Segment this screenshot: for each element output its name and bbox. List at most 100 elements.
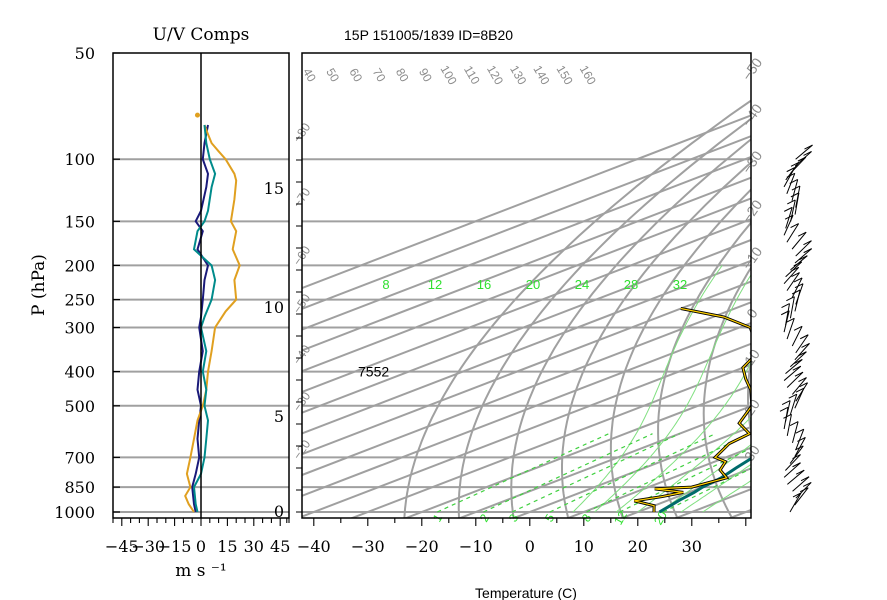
uv-x-tick-label: −15 [158, 537, 192, 556]
wind-barb-staff [785, 303, 791, 326]
uv-x-tick-label: 30 [244, 537, 264, 556]
wind-barb-staff [794, 437, 806, 457]
wind-barb-staff [795, 283, 804, 305]
mixing-ratio-line [511, 433, 680, 513]
skewt-title: 15P 151005/1839 ID=8B20 [344, 27, 513, 43]
wind-barb-feather [800, 476, 810, 482]
wind-barb-feather [797, 436, 806, 442]
wind-barb-staff [787, 469, 805, 485]
wind-barb-feather [795, 428, 804, 434]
wind-barb-feather [798, 377, 807, 382]
uv-y-tick-label: 300 [64, 319, 95, 338]
skewt-x-tick-label: 30 [682, 537, 702, 556]
mixing-ratio-line [586, 433, 751, 513]
wind-barb-staff [785, 207, 793, 229]
uv-x-tick-label: −30 [131, 537, 165, 556]
wind-barb-staff [789, 492, 802, 513]
mixing-ratio-line [549, 433, 716, 513]
skewt-height-ticks: 0 5 10 15 [264, 137, 302, 521]
wind-barb-staff [794, 248, 813, 264]
uv-x-tick-label: 0 [196, 537, 206, 556]
skewt-profile-line [634, 307, 751, 513]
skewt-x-tick-label: 20 [628, 537, 648, 556]
wind-barb-staff [791, 231, 807, 250]
wind-barb-staff [786, 414, 792, 437]
theta-label: 70 [370, 66, 389, 85]
uv-point [194, 112, 200, 118]
wind-barb-feather [799, 334, 809, 340]
wind-barb-staff [785, 454, 801, 471]
wind-barb-feather [801, 342, 810, 348]
uv-y-tick-label: 100 [64, 150, 95, 169]
skewt-x-ticks: −40 −30 −20 −10 0 10 20 30 [286, 518, 747, 556]
uv-x-tick-label: 15 [217, 537, 237, 556]
wind-barb-feather [792, 365, 802, 371]
theta-label: 160 [577, 63, 599, 88]
wind-barb-feather [793, 277, 803, 283]
skewt-x-tick-label: −20 [405, 537, 439, 556]
isotherm-line [511, 425, 751, 518]
dry-adiabat [702, 265, 751, 518]
wind-barb-staff [783, 365, 802, 381]
isotherm-line [403, 384, 751, 518]
uv-title: U/V Comps [153, 25, 250, 45]
uv-y-tick-label: 700 [64, 448, 95, 467]
wind-barb-feather [783, 206, 793, 212]
wind-barb-staff [791, 377, 807, 395]
theta-label: 150 [554, 63, 576, 88]
wind-barb-staff [794, 343, 810, 361]
skewt-xlabel: Temperature (C) [475, 585, 577, 600]
isotherm-line [302, 114, 751, 290]
skewt-x-tick-label: −30 [351, 537, 385, 556]
wind-barb-staff [786, 272, 800, 291]
theta-label: 80 [393, 66, 412, 85]
isotherm-label: 0 [743, 305, 761, 321]
uv-series-line [192, 124, 217, 513]
isotherm-line [302, 322, 751, 497]
isotherm-line [302, 280, 751, 456]
uv-series-line [184, 124, 241, 513]
skewt-profiles [633, 307, 751, 514]
skewt-height-label: 0 [274, 502, 284, 521]
moist-adiabat [659, 443, 751, 513]
wind-barb-staff [795, 482, 812, 499]
isotherm-line [302, 301, 751, 477]
wind-barb-feather [779, 406, 789, 412]
wind-barb-feather [797, 231, 807, 237]
isotherm-label: −30 [739, 148, 766, 177]
wind-barb-staff [790, 156, 807, 174]
wind-barb-staff [785, 261, 803, 278]
wind-barb-feather [788, 393, 797, 399]
uv-y-ticks: 50 100 150 200 250 300 400 500 700 850 1000 [54, 44, 120, 522]
wind-barb-staff [783, 462, 801, 478]
wind-barbs [779, 144, 813, 513]
wind-barb-staff [791, 277, 803, 298]
uv-panel: U/V Comps 501001502002503004005007008501… [29, 25, 290, 581]
theta-label: 120 [484, 63, 506, 88]
skewt-x-tick-label: −40 [297, 537, 331, 556]
theta-label: 110 [461, 63, 483, 87]
wind-barb-staff [794, 487, 809, 506]
wind-barb-staff [795, 334, 809, 354]
moist-adiabat-label: 12 [428, 277, 442, 292]
wind-barb-feather [794, 358, 803, 364]
dry-adiabat [403, 99, 751, 518]
dry-adiabat [457, 117, 751, 518]
isotherm-line [302, 135, 751, 310]
wind-barb-feather [799, 255, 808, 261]
wind-barb-feather [791, 289, 801, 295]
wind-barb-feather [799, 382, 808, 388]
wind-barb-staff [791, 326, 803, 347]
mixing-ratio-line [483, 433, 653, 513]
isotherm-line [302, 176, 751, 352]
skewt-x-tick-label: 0 [525, 537, 535, 556]
level-annotation: 7552 [358, 364, 389, 380]
wind-barb-feather [791, 272, 800, 277]
uv-y-tick-label: 850 [64, 478, 95, 497]
wind-barb-staff [789, 394, 798, 416]
isotherm-line [349, 363, 751, 518]
moist-adiabat [702, 480, 751, 513]
wind-barb-staff [795, 429, 805, 450]
wind-barb-feather [803, 240, 812, 246]
dry-adiabat [873, 37, 887, 520]
